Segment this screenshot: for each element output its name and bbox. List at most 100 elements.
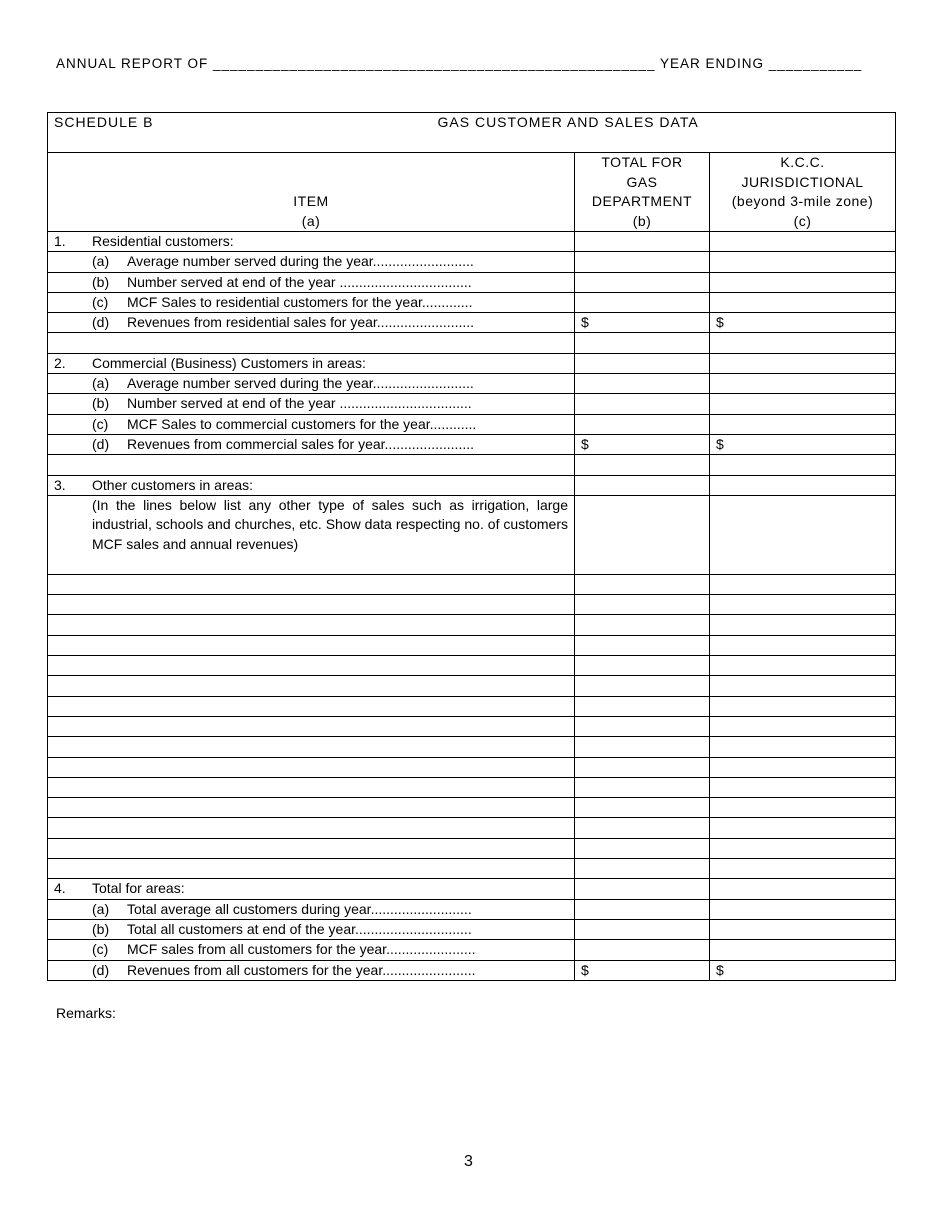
kcc-cell[interactable] xyxy=(708,271,897,293)
total-gas-cell[interactable] xyxy=(574,898,710,920)
total-gas-cell[interactable] xyxy=(574,332,710,354)
total-gas-cell[interactable] xyxy=(574,271,710,293)
total-gas-cell[interactable] xyxy=(574,675,710,697)
kcc-cell[interactable] xyxy=(708,797,897,819)
total-gas-cell[interactable] xyxy=(574,413,710,435)
kcc-cell[interactable] xyxy=(708,494,897,575)
total-gas-cell[interactable] xyxy=(574,454,710,476)
total-gas-cell[interactable] xyxy=(574,736,710,758)
total-gas-cell[interactable] xyxy=(574,494,710,575)
total-gas-cell[interactable] xyxy=(574,878,710,900)
total-gas-cell[interactable]: $ xyxy=(574,433,710,456)
total-gas-cell[interactable]: $ xyxy=(574,959,710,981)
kcc-cell[interactable]: $ xyxy=(708,959,897,981)
kcc-cell[interactable] xyxy=(708,251,897,273)
item-letter: (d) xyxy=(92,961,110,978)
col-c-line2: JURISDICTIONAL xyxy=(741,173,864,190)
col-a-title: ITEM xyxy=(293,193,329,209)
total-gas-cell[interactable] xyxy=(574,756,710,778)
total-gas-cell[interactable] xyxy=(574,393,710,415)
kcc-cell[interactable] xyxy=(708,655,897,677)
kcc-cell[interactable] xyxy=(708,393,897,415)
total-gas-cell[interactable] xyxy=(574,939,710,961)
kcc-cell[interactable] xyxy=(708,230,897,253)
kcc-cell[interactable] xyxy=(708,918,897,941)
kcc-cell[interactable] xyxy=(708,634,897,657)
kcc-cell[interactable] xyxy=(708,939,897,961)
item-label: Number served at end of the year .......… xyxy=(127,395,472,412)
kcc-cell[interactable]: $ xyxy=(708,433,897,456)
kcc-cell[interactable] xyxy=(708,675,897,697)
kcc-cell[interactable] xyxy=(708,817,897,839)
kcc-cell[interactable] xyxy=(708,837,897,860)
schedule-row: SCHEDULE B GAS CUSTOMER AND SALES DATA xyxy=(46,112,897,153)
kcc-cell[interactable] xyxy=(708,736,897,758)
item-label: MCF sales from all customers for the yea… xyxy=(127,941,476,958)
kcc-cell[interactable] xyxy=(708,776,897,799)
item-cell xyxy=(47,695,575,717)
total-gas-cell[interactable] xyxy=(574,634,710,657)
table-row: (c) MCF Sales to commercial customers for… xyxy=(47,413,897,435)
kcc-cell[interactable] xyxy=(708,454,897,476)
column-header-row: ITEM (a) TOTAL FOR GAS DEPARTMENT (b) K.C.C.… xyxy=(47,152,897,232)
item-cell: (b) Number served at end of the year ....… xyxy=(47,393,575,415)
item-cell xyxy=(47,454,575,476)
kcc-cell[interactable] xyxy=(708,373,897,395)
kcc-cell[interactable] xyxy=(708,695,897,717)
total-gas-cell[interactable] xyxy=(574,251,710,273)
kcc-cell[interactable] xyxy=(708,594,897,616)
total-gas-cell[interactable] xyxy=(574,776,710,799)
column-header-total: TOTAL FOR GAS DEPARTMENT (b) xyxy=(574,152,710,232)
kcc-cell[interactable] xyxy=(708,878,897,900)
item-cell xyxy=(47,776,575,799)
item-cell xyxy=(47,756,575,778)
item-label: Other customers in areas: xyxy=(92,476,254,493)
kcc-cell[interactable] xyxy=(708,715,897,738)
total-gas-cell[interactable] xyxy=(574,573,710,596)
item-cell xyxy=(47,594,575,616)
total-gas-cell[interactable] xyxy=(574,797,710,819)
total-gas-cell[interactable] xyxy=(574,715,710,738)
total-gas-cell[interactable] xyxy=(574,837,710,860)
total-gas-cell[interactable] xyxy=(574,352,710,375)
item-letter: (a) xyxy=(92,900,110,917)
table-row xyxy=(47,594,897,616)
kcc-cell[interactable] xyxy=(708,573,897,596)
kcc-cell[interactable] xyxy=(708,756,897,778)
kcc-cell[interactable] xyxy=(708,332,897,354)
total-gas-cell[interactable] xyxy=(574,817,710,839)
table-row xyxy=(47,573,897,596)
table-row: (d) Revenues from commercial sales for ye… xyxy=(47,433,897,456)
total-gas-cell[interactable]: $ xyxy=(574,312,710,334)
kcc-cell[interactable] xyxy=(708,352,897,375)
kcc-cell[interactable] xyxy=(708,291,897,314)
total-gas-cell[interactable] xyxy=(574,291,710,314)
kcc-cell[interactable] xyxy=(708,858,897,880)
item-letter: (c) xyxy=(92,293,109,310)
total-gas-cell[interactable] xyxy=(574,614,710,636)
total-gas-cell[interactable] xyxy=(574,858,710,880)
table-row xyxy=(47,634,897,657)
table-row: (a) Total average all customers during ye… xyxy=(47,898,897,920)
item-cell xyxy=(47,655,575,677)
kcc-cell[interactable] xyxy=(708,898,897,920)
item-cell: (a) Average number served during the year… xyxy=(47,251,575,273)
item-cell xyxy=(47,817,575,839)
total-gas-cell[interactable] xyxy=(574,695,710,717)
kcc-cell[interactable] xyxy=(708,614,897,636)
table-row: (a) Average number served during the year… xyxy=(47,373,897,395)
total-gas-cell[interactable] xyxy=(574,474,710,496)
kcc-cell[interactable] xyxy=(708,474,897,496)
item-label: Residential customers: xyxy=(92,233,234,249)
item-label: Commercial (Business) Customers in areas… xyxy=(92,354,366,371)
total-gas-cell[interactable] xyxy=(574,594,710,616)
col-b-line3: DEPARTMENT xyxy=(591,193,693,209)
kcc-cell[interactable] xyxy=(708,413,897,435)
table-row xyxy=(47,695,897,717)
total-gas-cell[interactable] xyxy=(574,230,710,253)
total-gas-cell[interactable] xyxy=(574,655,710,677)
kcc-cell[interactable]: $ xyxy=(708,312,897,334)
item-label: Revenues from residential sales for year… xyxy=(127,314,475,331)
total-gas-cell[interactable] xyxy=(574,373,710,395)
total-gas-cell[interactable] xyxy=(574,918,710,941)
